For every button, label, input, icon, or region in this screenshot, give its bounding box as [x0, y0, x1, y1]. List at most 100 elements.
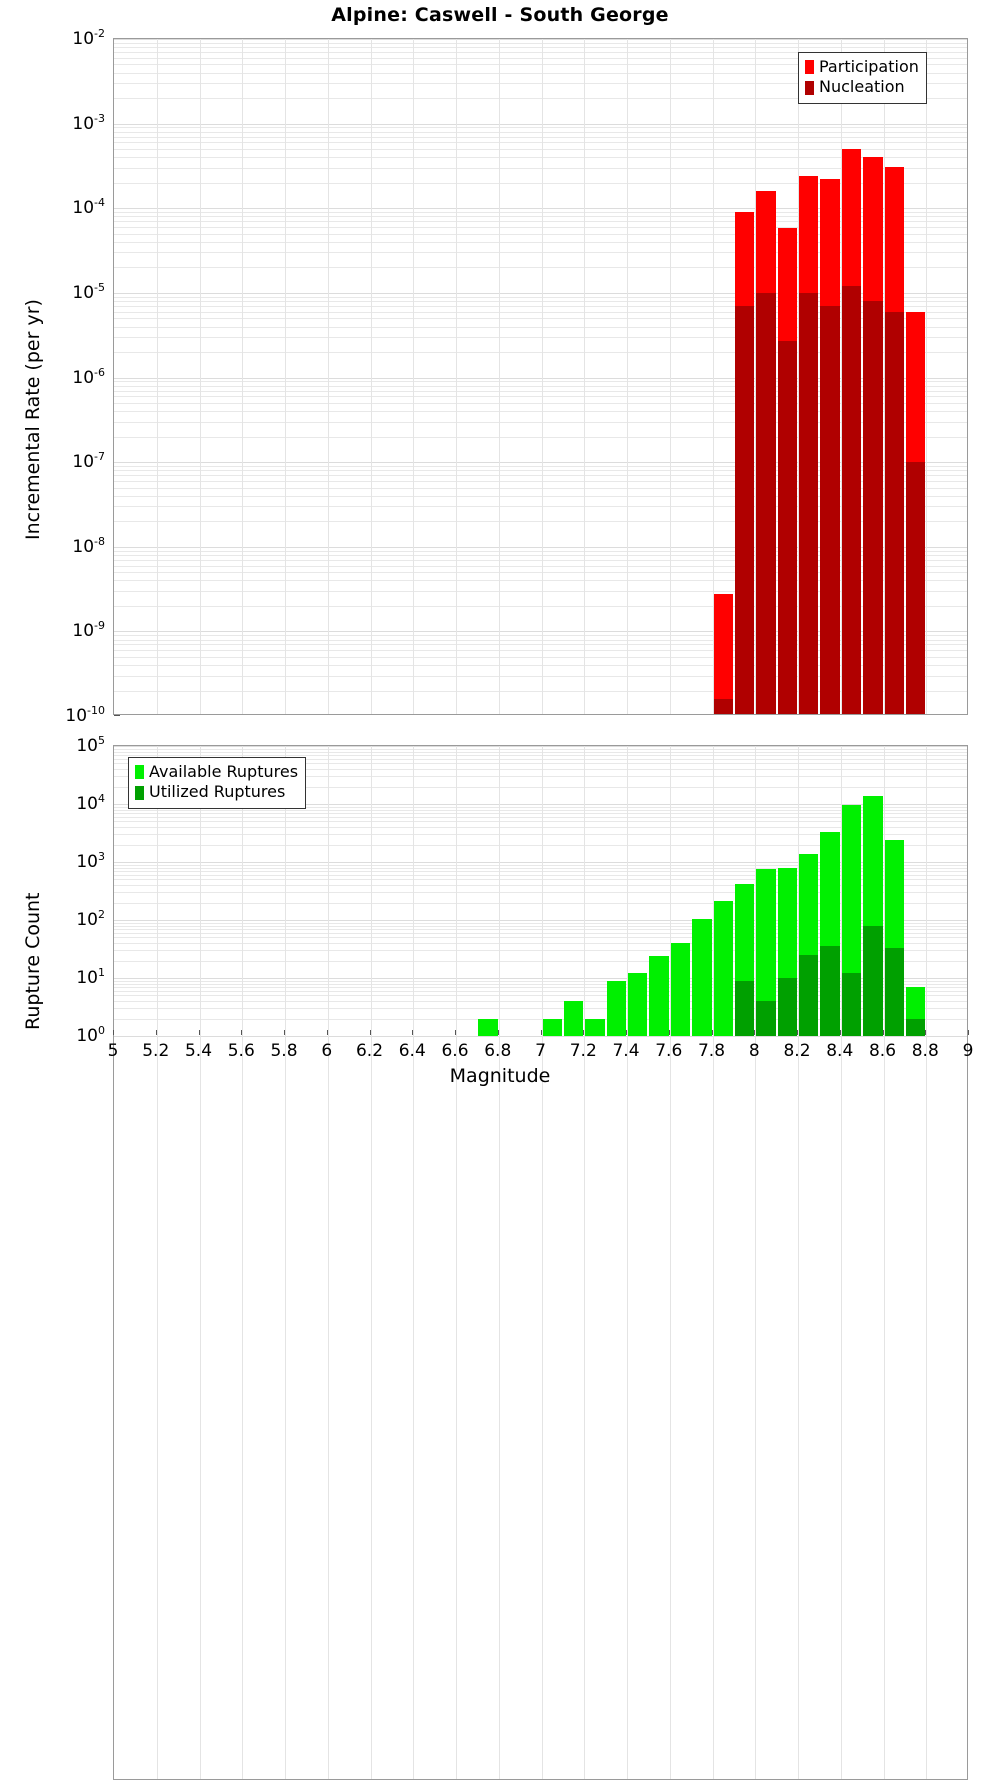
- major-gridline: [114, 123, 967, 125]
- legend-item-utilized-ruptures: Utilized Ruptures: [135, 782, 298, 802]
- x-tick-mark: [925, 1030, 927, 1035]
- vertical-gridline: [456, 39, 457, 714]
- utilized-ruptures-color-swatch: [135, 785, 144, 800]
- minor-gridline: [114, 381, 967, 383]
- bar-utilized-ruptures: [777, 978, 797, 1036]
- top-panel: Incremental Rate (per yr) 10-2 10-3 10-4 10…: [0, 0, 1000, 735]
- vertical-gridline: [242, 39, 244, 714]
- bar-nucleation: [734, 305, 755, 714]
- minor-gridline: [114, 42, 967, 44]
- minor-gridline: [114, 182, 967, 184]
- vertical-gridline: [413, 39, 415, 714]
- minor-gridline: [114, 639, 967, 641]
- minor-gridline: [114, 1008, 967, 1010]
- legend-label-available-ruptures: Available Ruptures: [149, 762, 299, 781]
- x-tick-mark: [583, 1030, 585, 1035]
- bar-available-ruptures: [585, 1018, 605, 1036]
- top-legend: Participation Nucleation: [798, 52, 927, 104]
- minor-gridline: [114, 550, 967, 552]
- minor-gridline: [114, 809, 967, 811]
- vertical-gridline: [926, 39, 928, 714]
- major-gridline: [114, 746, 967, 747]
- y-tick-label: 10-6: [72, 365, 105, 388]
- legend-label-participation: Participation: [819, 57, 919, 76]
- x-tick-label: 7: [535, 1041, 546, 1061]
- vertical-gridline: [327, 746, 329, 1779]
- top-plot-area: [113, 38, 968, 715]
- minor-gridline: [114, 326, 967, 328]
- x-tick-label: 6: [321, 1041, 333, 1061]
- top-y-axis-title: Incremental Rate (per yr): [22, 299, 44, 540]
- minor-gridline: [114, 436, 967, 438]
- bar-available-ruptures: [692, 918, 712, 1036]
- minor-gridline: [114, 922, 967, 924]
- minor-gridline: [114, 990, 967, 992]
- major-gridline: [114, 208, 967, 210]
- x-tick-mark: [326, 1030, 328, 1035]
- bar-participation: [713, 593, 733, 714]
- minor-gridline: [114, 650, 967, 652]
- minor-gridline: [114, 98, 967, 100]
- bar-nucleation: [820, 305, 840, 714]
- minor-gridline: [114, 318, 967, 320]
- vertical-gridline: [199, 39, 201, 714]
- minor-gridline: [114, 136, 967, 138]
- major-gridline: [114, 804, 967, 805]
- y-tick-label: 10-2: [72, 27, 105, 49]
- x-tick-mark: [113, 1030, 114, 1035]
- x-tick-label: 8.4: [826, 1041, 854, 1061]
- minor-gridline: [114, 296, 967, 298]
- minor-gridline: [114, 827, 967, 829]
- vertical-gridline: [498, 746, 500, 1779]
- minor-gridline: [114, 834, 967, 836]
- minor-gridline: [114, 559, 967, 561]
- x-tick-mark: [455, 1030, 456, 1035]
- vertical-gridline: [669, 746, 671, 1779]
- vertical-gridline: [712, 39, 714, 714]
- y-tick-label: 103: [76, 850, 105, 872]
- minor-gridline: [114, 656, 967, 658]
- y-tick-label: 104: [76, 792, 105, 814]
- minor-gridline: [114, 241, 967, 243]
- minor-gridline: [114, 402, 967, 404]
- vertical-gridline: [285, 746, 286, 1779]
- minor-gridline: [114, 816, 967, 818]
- minor-gridline: [114, 57, 967, 59]
- x-tick-label: 5: [107, 1041, 119, 1061]
- available-ruptures-color-swatch: [135, 765, 144, 780]
- minor-gridline: [114, 465, 967, 467]
- minor-gridline: [114, 675, 967, 677]
- minor-gridline: [114, 769, 967, 771]
- x-tick-mark: [797, 1030, 798, 1035]
- x-tick-label: 6.2: [355, 1041, 384, 1061]
- minor-gridline: [114, 142, 967, 144]
- vertical-gridline: [242, 746, 244, 1779]
- x-tick-label: 8.6: [868, 1041, 897, 1061]
- minor-gridline: [114, 149, 967, 151]
- x-tick-label: 6.6: [441, 1041, 469, 1061]
- bar-nucleation: [777, 340, 797, 714]
- minor-gridline: [114, 960, 967, 962]
- bar-available-ruptures: [756, 868, 776, 1036]
- bar-nucleation: [863, 301, 883, 714]
- x-tick-mark: [412, 1030, 414, 1035]
- minor-gridline: [114, 885, 967, 887]
- minor-gridline: [114, 665, 967, 667]
- minor-gridline: [114, 590, 967, 592]
- bar-utilized-ruptures: [841, 973, 862, 1036]
- minor-gridline: [114, 879, 967, 881]
- minor-gridline: [114, 870, 967, 872]
- y-tick-mark: [114, 715, 120, 716]
- bar-utilized-ruptures: [756, 1001, 776, 1036]
- minor-gridline: [114, 748, 967, 750]
- minor-gridline: [114, 385, 967, 387]
- vertical-gridline: [840, 39, 842, 714]
- y-tick-label: 10-3: [72, 111, 105, 134]
- x-tick-mark: [241, 1030, 243, 1035]
- x-tick-mark: [668, 1030, 670, 1035]
- bar-available-ruptures: [478, 1018, 498, 1036]
- bar-nucleation: [799, 292, 819, 714]
- minor-gridline: [114, 227, 967, 229]
- minor-gridline: [114, 1001, 967, 1003]
